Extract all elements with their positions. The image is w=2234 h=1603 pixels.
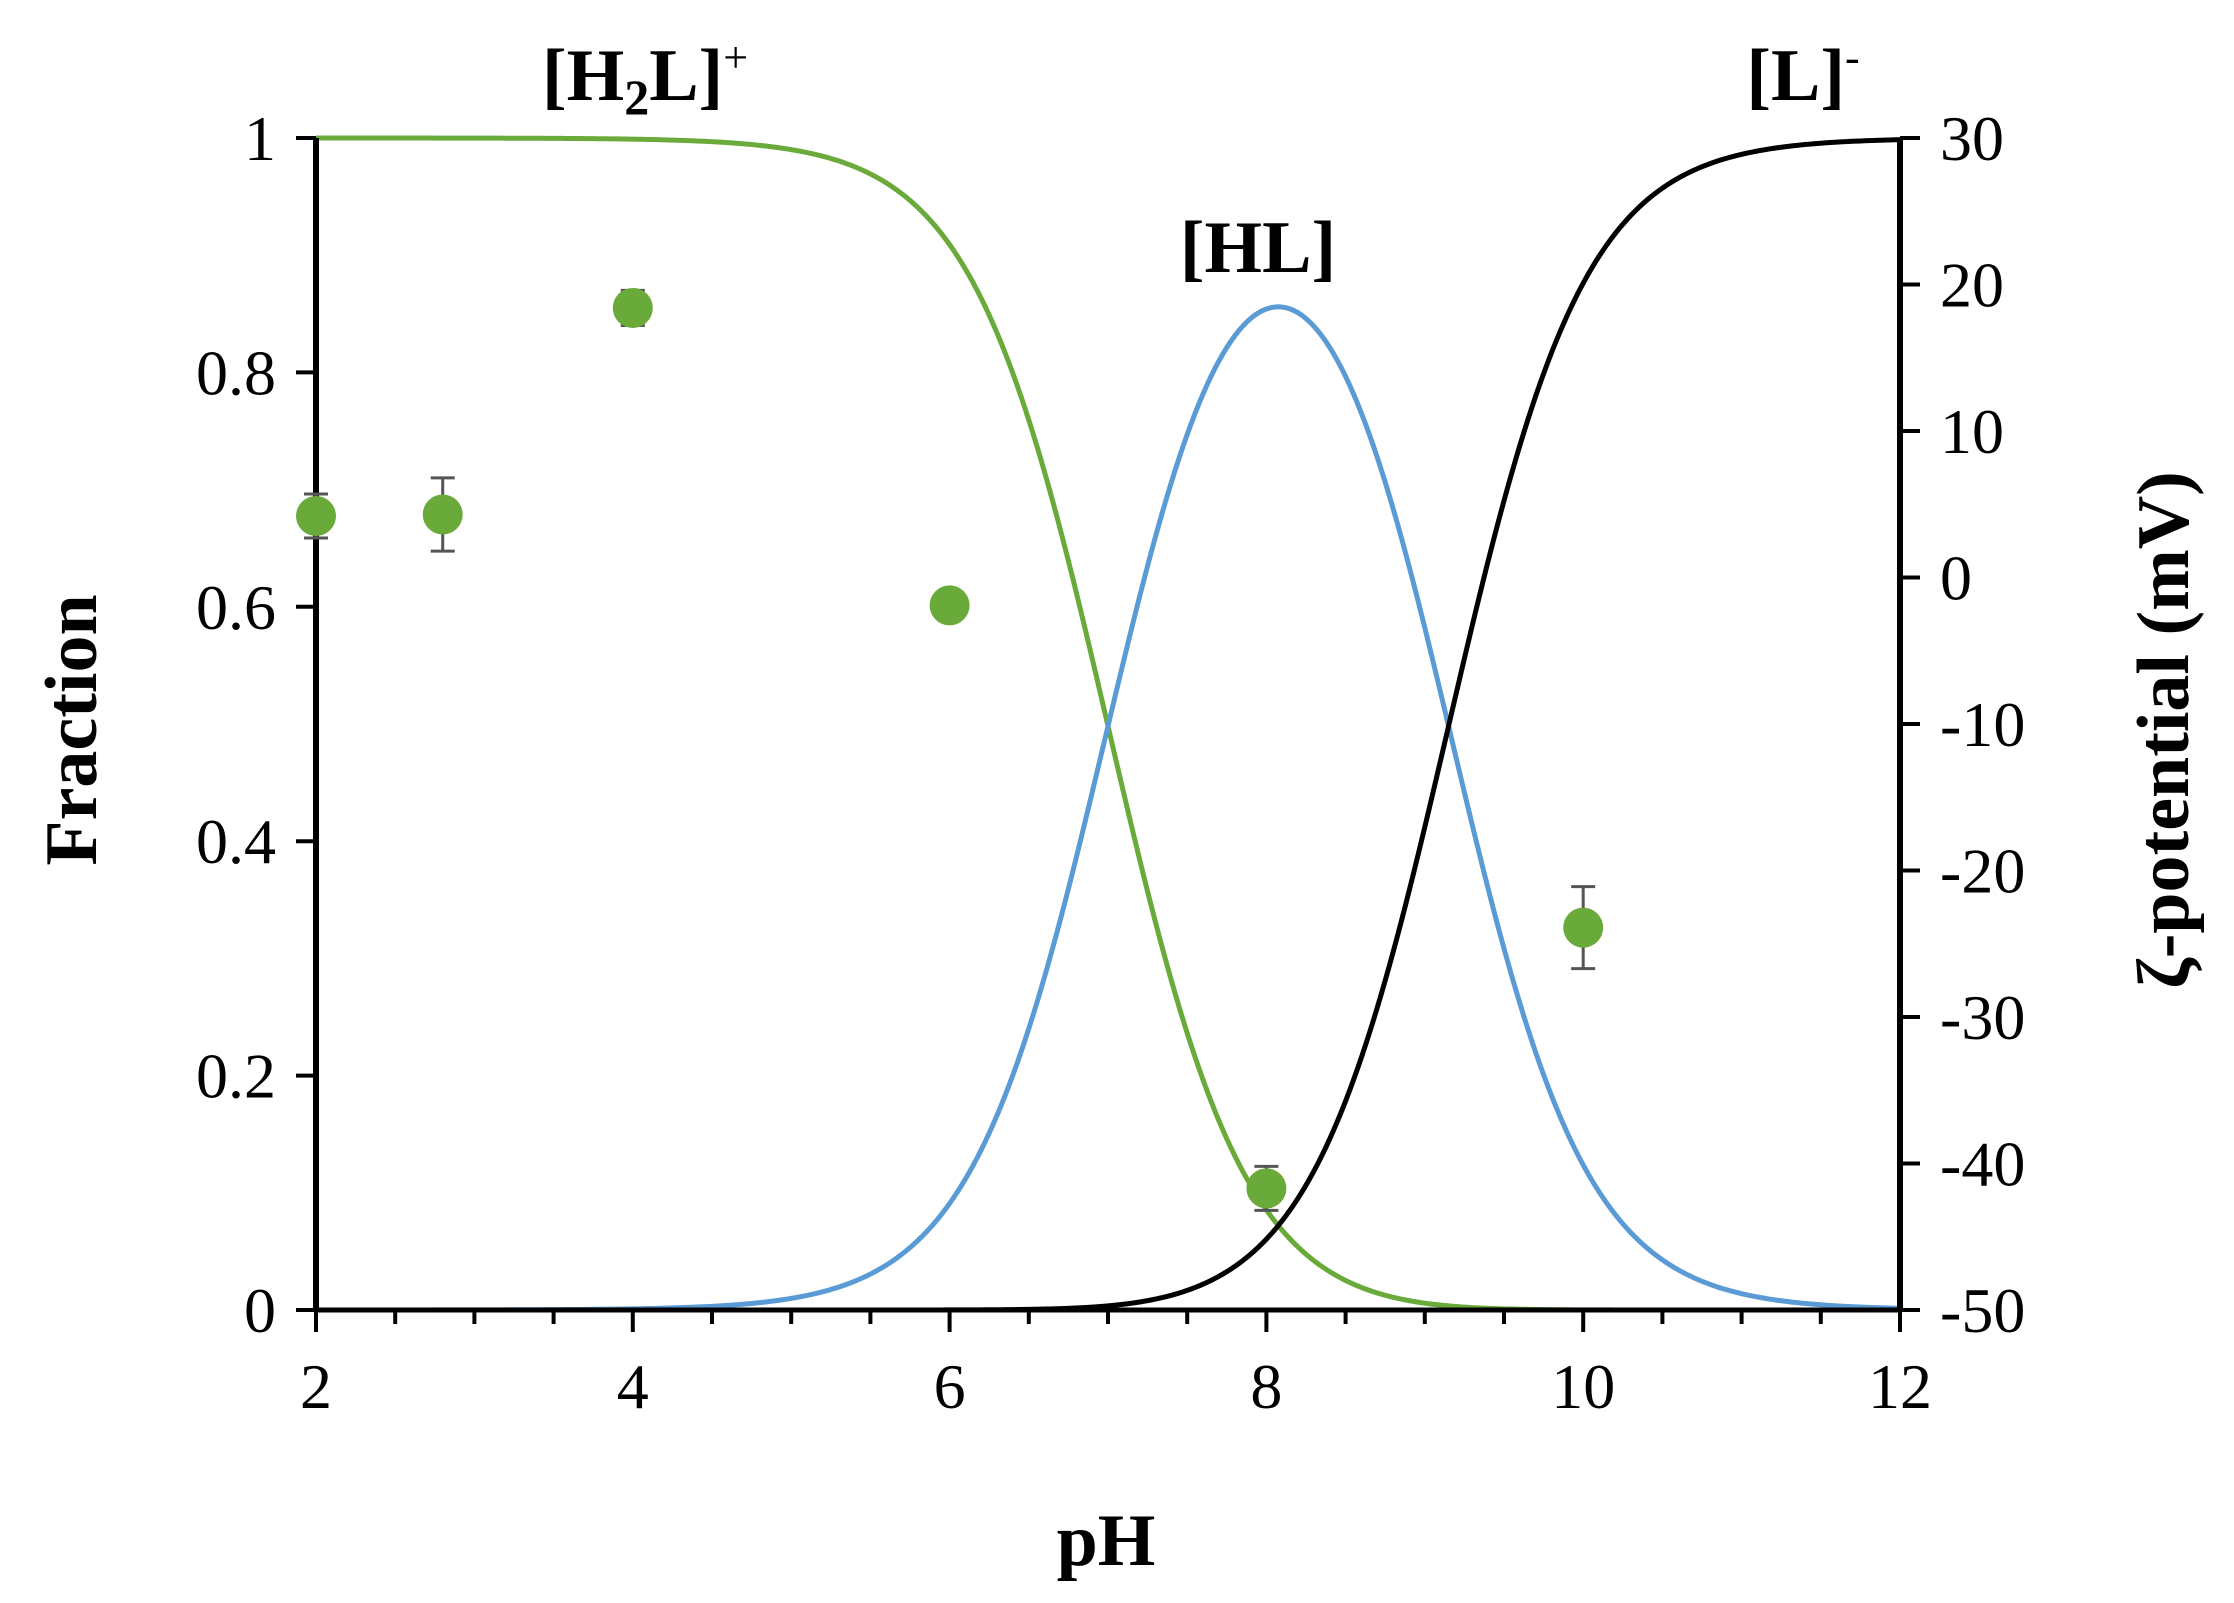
x-axis-title: pH	[1057, 1500, 1156, 1582]
species-label-sub: 2	[624, 69, 649, 125]
species-label-main: [HL]	[1180, 207, 1336, 289]
y-tick-label: 0.2	[196, 1041, 276, 1112]
axes	[296, 136, 1920, 1332]
y2-tick-label: -40	[1940, 1129, 2025, 1200]
x-tick-label: 10	[1551, 1351, 1615, 1422]
species-label-sup: -	[1845, 33, 1860, 82]
zeta-point	[1563, 907, 1604, 948]
plot-area	[316, 135, 1901, 1313]
species-label-h2l: [H2L]+	[542, 33, 748, 125]
zeta-point	[296, 495, 336, 536]
zeta-point	[422, 494, 463, 535]
species-labels: [H2L]+[HL][L]-	[542, 33, 1860, 289]
species-label-hl: [HL]	[1180, 207, 1336, 289]
y2-tick-label: -10	[1940, 689, 2025, 760]
y-tick-label: 0.6	[196, 572, 276, 643]
y2-tick-label: -20	[1940, 836, 2025, 907]
y-axis-title: Fraction	[31, 594, 113, 865]
zeta-point	[929, 585, 970, 626]
series-line-hl	[316, 304, 1901, 1313]
y-tick-label: 0.8	[196, 337, 276, 408]
zeta-points	[296, 287, 1604, 1212]
x-tick-label: 12	[1868, 1351, 1932, 1422]
y-tick-label: 1	[244, 103, 276, 174]
x-tick-label: 4	[617, 1351, 649, 1422]
y2-tick-label: 30	[1940, 103, 2004, 174]
x-tick-label: 6	[934, 1351, 966, 1422]
y-tick-label: 0.4	[196, 806, 276, 877]
y2-tick-label: -50	[1940, 1275, 2025, 1346]
y2-tick-label: 10	[1940, 396, 2004, 467]
species-label-l: [L]-	[1746, 33, 1859, 117]
x-tick-label: 8	[1250, 1351, 1282, 1422]
y2-tick-label: -30	[1940, 982, 2025, 1053]
y2-axis-title: ζ-potential (mV)	[2123, 471, 2205, 989]
y2-tick-label: 0	[1940, 543, 1972, 614]
species-label-sup: +	[723, 33, 748, 82]
x-tick-label: 2	[300, 1351, 332, 1422]
species-label-tail: L]	[649, 35, 723, 117]
species-label-main: [L]	[1746, 35, 1845, 117]
species-label-main: [H	[542, 35, 624, 117]
zeta-point	[612, 287, 653, 328]
zeta-point	[1246, 1168, 1287, 1209]
tick-labels: 2 4 6 8 10 12 0 0.2 0.4 0.6 0.8 1 -50 -40 -30 -20 -10 0 10…	[196, 103, 2025, 1422]
y2-tick-label: 20	[1940, 250, 2004, 321]
y-tick-label: 0	[244, 1275, 276, 1346]
